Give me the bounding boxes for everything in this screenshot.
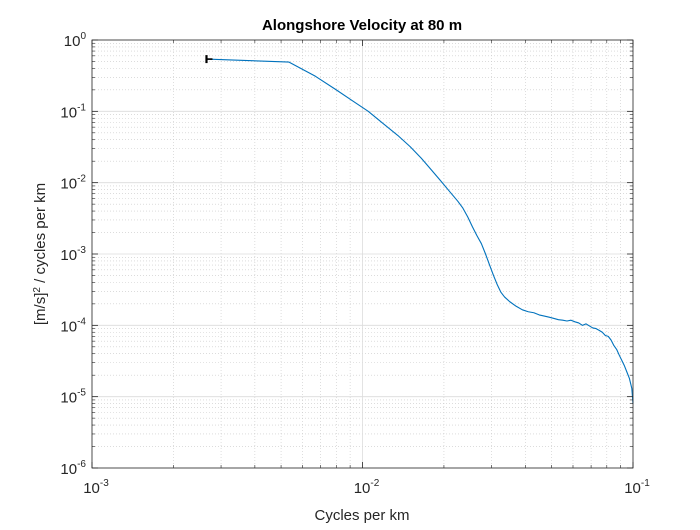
x-axis-label: Cycles per km — [314, 507, 409, 524]
y-tick-label: 10-6 — [60, 459, 86, 478]
y-tick-label-exponent: -1 — [77, 102, 86, 113]
y-tick-label-base: 10 — [60, 461, 77, 478]
y-tick-label-exponent: -6 — [77, 459, 86, 470]
y-tick-label-base: 10 — [60, 176, 77, 193]
series-layer — [205, 55, 634, 404]
x-tick-label-exponent: -1 — [641, 478, 650, 489]
y-tick-label-base: 10 — [60, 318, 77, 335]
y-tick-label-exponent: -2 — [77, 174, 86, 185]
x-tick-label-base: 10 — [83, 480, 100, 497]
series-line-0 — [206, 58, 634, 404]
y-axis-label-unit: [m/s] — [32, 293, 49, 326]
x-tick-label-exponent: -2 — [370, 478, 379, 489]
x-tick-label-exponent: -3 — [100, 478, 109, 489]
y-tick-label-exponent: -3 — [77, 245, 86, 256]
y-axis-label: [m/s]2 / cycles per km — [32, 183, 50, 325]
x-tick-label-base: 10 — [354, 480, 371, 497]
y-tick-label-base: 10 — [64, 33, 81, 50]
y-tick-label: 10-1 — [60, 102, 86, 121]
y-tick-label-base: 10 — [60, 390, 77, 407]
x-tick-label: 10-3 — [83, 478, 109, 497]
y-tick-label: 10-4 — [60, 316, 86, 335]
y-tick-label: 10-3 — [60, 245, 86, 264]
chart-title: Alongshore Velocity at 80 m — [262, 17, 462, 34]
y-axis-label-rest: / cycles per km — [32, 183, 49, 287]
x-tick-label-base: 10 — [624, 480, 641, 497]
y-tick-label-base: 10 — [60, 247, 77, 264]
y-tick-label: 10-2 — [60, 174, 86, 193]
y-tick-label-base: 10 — [60, 104, 77, 121]
y-tick-label-exponent: 0 — [80, 31, 86, 42]
y-tick-label: 100 — [64, 31, 87, 50]
x-tick-label: 10-1 — [624, 478, 650, 497]
x-tick-label: 10-2 — [354, 478, 380, 497]
y-tick-label: 10-5 — [60, 388, 86, 407]
y-axis-label-power: 2 — [32, 287, 43, 293]
y-tick-label-exponent: -5 — [77, 388, 86, 399]
y-tick-label-exponent: -4 — [77, 316, 86, 327]
